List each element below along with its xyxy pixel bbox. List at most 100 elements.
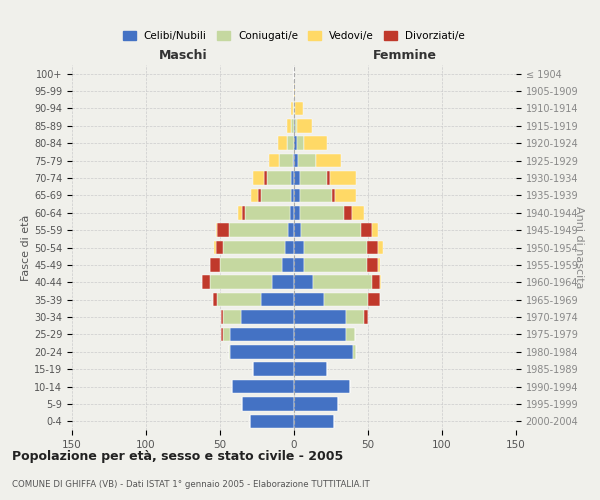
Bar bbox=[221, 328, 223, 341]
Bar bbox=[294, 414, 334, 428]
Bar bbox=[294, 136, 297, 150]
Bar bbox=[297, 136, 304, 150]
Bar bbox=[326, 171, 329, 185]
Text: Femmine: Femmine bbox=[373, 48, 437, 62]
Bar bbox=[316, 154, 341, 168]
Bar bbox=[291, 188, 294, 202]
Bar bbox=[287, 136, 294, 150]
Bar bbox=[295, 119, 297, 132]
Bar bbox=[294, 328, 346, 341]
Bar bbox=[294, 362, 326, 376]
Bar bbox=[259, 188, 262, 202]
Bar bbox=[291, 102, 293, 115]
Bar bbox=[294, 102, 295, 115]
Bar bbox=[329, 171, 356, 185]
Bar bbox=[245, 206, 290, 220]
Bar bbox=[344, 206, 352, 220]
Bar bbox=[223, 240, 285, 254]
Bar bbox=[262, 293, 294, 306]
Bar bbox=[294, 310, 346, 324]
Bar bbox=[379, 258, 380, 272]
Bar bbox=[202, 276, 209, 289]
Bar bbox=[373, 224, 379, 237]
Bar bbox=[295, 102, 303, 115]
Bar bbox=[272, 276, 294, 289]
Bar bbox=[215, 224, 217, 237]
Bar bbox=[300, 188, 332, 202]
Bar bbox=[242, 397, 294, 410]
Y-axis label: Anni di nascita: Anni di nascita bbox=[574, 206, 584, 289]
Bar bbox=[293, 154, 294, 168]
Bar bbox=[290, 206, 294, 220]
Bar bbox=[214, 240, 215, 254]
Bar bbox=[313, 276, 373, 289]
Bar bbox=[297, 119, 312, 132]
Bar bbox=[232, 380, 294, 394]
Bar bbox=[250, 414, 294, 428]
Bar bbox=[304, 136, 326, 150]
Bar bbox=[379, 240, 383, 254]
Bar bbox=[361, 224, 373, 237]
Bar bbox=[353, 345, 356, 358]
Bar bbox=[253, 362, 294, 376]
Bar bbox=[304, 240, 367, 254]
Bar bbox=[282, 258, 294, 272]
Legend: Celibi/Nubili, Coniugati/e, Vedovi/e, Divorziati/e: Celibi/Nubili, Coniugati/e, Vedovi/e, Di… bbox=[119, 26, 469, 45]
Bar bbox=[323, 293, 368, 306]
Bar bbox=[212, 293, 217, 306]
Bar bbox=[229, 345, 230, 358]
Bar bbox=[380, 276, 382, 289]
Bar bbox=[223, 310, 241, 324]
Y-axis label: Fasce di età: Fasce di età bbox=[21, 214, 31, 280]
Text: Maschi: Maschi bbox=[158, 48, 208, 62]
Bar bbox=[294, 380, 350, 394]
Bar bbox=[288, 224, 294, 237]
Bar bbox=[294, 345, 353, 358]
Bar bbox=[230, 345, 294, 358]
Bar bbox=[229, 224, 288, 237]
Bar bbox=[293, 102, 294, 115]
Bar bbox=[223, 328, 230, 341]
Bar bbox=[373, 276, 380, 289]
Bar bbox=[242, 206, 245, 220]
Bar bbox=[300, 206, 344, 220]
Bar bbox=[301, 224, 361, 237]
Bar bbox=[230, 328, 294, 341]
Bar bbox=[220, 258, 282, 272]
Bar bbox=[294, 258, 304, 272]
Bar bbox=[368, 293, 380, 306]
Bar bbox=[262, 188, 291, 202]
Bar bbox=[346, 310, 364, 324]
Bar bbox=[298, 154, 316, 168]
Bar bbox=[294, 240, 304, 254]
Bar bbox=[294, 224, 301, 237]
Text: COMUNE DI GHIFFA (VB) - Dati ISTAT 1° gennaio 2005 - Elaborazione TUTTITALIA.IT: COMUNE DI GHIFFA (VB) - Dati ISTAT 1° ge… bbox=[12, 480, 370, 489]
Bar bbox=[291, 119, 294, 132]
Bar bbox=[241, 310, 294, 324]
Bar bbox=[332, 188, 335, 202]
Bar bbox=[285, 240, 294, 254]
Bar bbox=[287, 119, 291, 132]
Bar bbox=[367, 258, 379, 272]
Bar bbox=[269, 154, 279, 168]
Bar bbox=[294, 293, 323, 306]
Bar bbox=[278, 136, 287, 150]
Bar bbox=[367, 240, 379, 254]
Bar bbox=[279, 154, 293, 168]
Bar bbox=[294, 276, 313, 289]
Bar bbox=[294, 119, 295, 132]
Bar bbox=[294, 188, 300, 202]
Bar bbox=[294, 397, 338, 410]
Bar bbox=[253, 171, 265, 185]
Bar bbox=[335, 188, 356, 202]
Bar bbox=[294, 84, 295, 98]
Bar bbox=[294, 171, 300, 185]
Bar bbox=[352, 206, 364, 220]
Bar bbox=[294, 206, 300, 220]
Bar bbox=[346, 328, 355, 341]
Bar bbox=[215, 240, 223, 254]
Bar bbox=[238, 206, 242, 220]
Bar bbox=[364, 310, 368, 324]
Bar bbox=[291, 171, 294, 185]
Bar bbox=[265, 171, 268, 185]
